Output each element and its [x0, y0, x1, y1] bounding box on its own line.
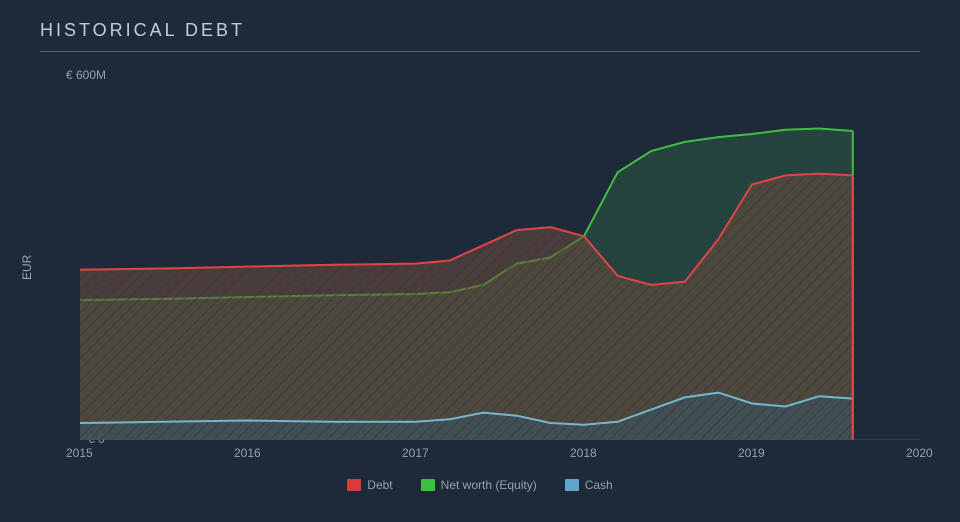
y-axis-label: EUR	[20, 255, 34, 280]
chart-title: HISTORICAL DEBT	[40, 20, 920, 41]
x-tick: 2020	[906, 446, 933, 460]
legend-swatch	[421, 479, 435, 491]
legend-swatch	[565, 479, 579, 491]
x-tick: 2019	[738, 446, 765, 460]
x-tick: 2016	[234, 446, 261, 460]
legend-item: Debt	[347, 478, 392, 492]
legend-item: Net worth (Equity)	[421, 478, 537, 492]
legend-swatch	[347, 479, 361, 491]
legend-label: Debt	[367, 478, 392, 492]
x-tick: 2018	[570, 446, 597, 460]
chart-plot-svg	[80, 75, 920, 440]
x-tick: 2017	[402, 446, 429, 460]
title-rule	[40, 51, 920, 52]
chart-panel: { "title":"HISTORICAL DEBT", "y_axis":{"…	[0, 0, 960, 522]
title-block: HISTORICAL DEBT	[40, 20, 920, 52]
x-tick: 2015	[66, 446, 93, 460]
legend: Debt Net worth (Equity) Cash	[0, 478, 960, 494]
legend-item: Cash	[565, 478, 613, 492]
legend-label: Net worth (Equity)	[441, 478, 537, 492]
legend-label: Cash	[585, 478, 613, 492]
